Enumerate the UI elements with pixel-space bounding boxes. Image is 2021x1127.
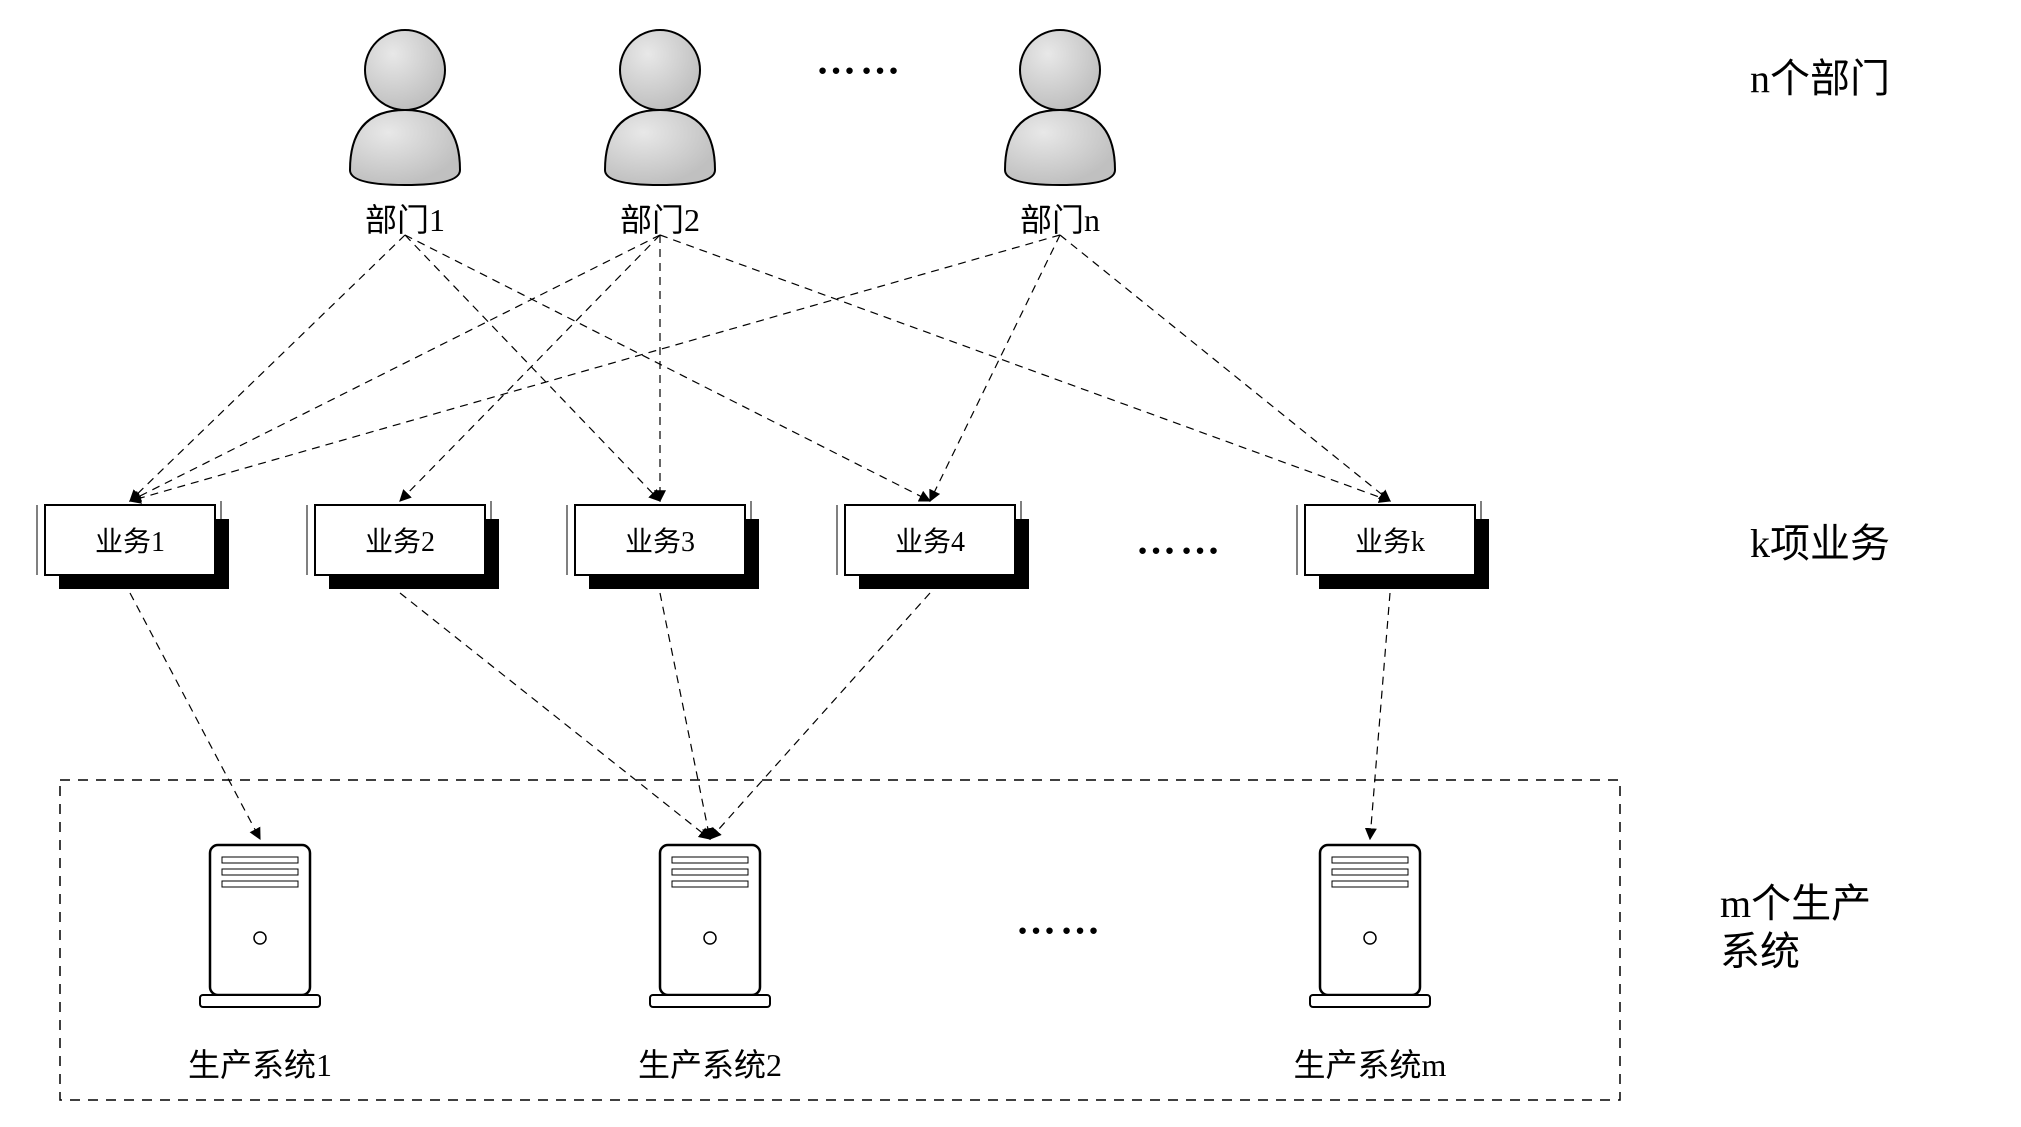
ellipsis: …… (1136, 517, 1224, 564)
edge (400, 593, 710, 839)
edge (660, 235, 1390, 501)
server-icon (650, 845, 770, 1007)
tier-label-departments: n个部门 (1750, 55, 1890, 103)
edge (930, 235, 1060, 501)
system-label: 生产系统m (1294, 1040, 1447, 1086)
business-label: 业务k (1355, 520, 1425, 560)
edge (130, 235, 1060, 501)
department-label: 部门1 (365, 195, 445, 241)
edge (405, 235, 660, 501)
edge (130, 235, 660, 501)
ellipsis: …… (816, 37, 904, 84)
person-icon (605, 30, 715, 185)
system-label: 生产系统1 (188, 1040, 332, 1086)
business-label: 业务4 (895, 520, 965, 560)
edge (130, 235, 405, 501)
business-label: 业务2 (365, 520, 435, 560)
edge (1060, 235, 1390, 501)
system-label: 生产系统2 (638, 1040, 782, 1086)
person-icon (350, 30, 460, 185)
business-label: 业务1 (95, 520, 165, 560)
diagram-canvas (0, 0, 2021, 1127)
tier-label-systems: m个生产系统 (1720, 880, 1871, 976)
ellipsis: …… (1016, 897, 1104, 944)
edge (1370, 593, 1390, 839)
department-label: 部门n (1020, 195, 1100, 241)
department-label: 部门2 (620, 195, 700, 241)
edge (405, 235, 930, 501)
edge (130, 593, 260, 839)
edge (660, 593, 710, 839)
edge (710, 593, 930, 839)
server-icon (1310, 845, 1430, 1007)
person-icon (1005, 30, 1115, 185)
tier-label-business: k项业务 (1750, 520, 1890, 568)
business-label: 业务3 (625, 520, 695, 560)
server-icon (200, 845, 320, 1007)
